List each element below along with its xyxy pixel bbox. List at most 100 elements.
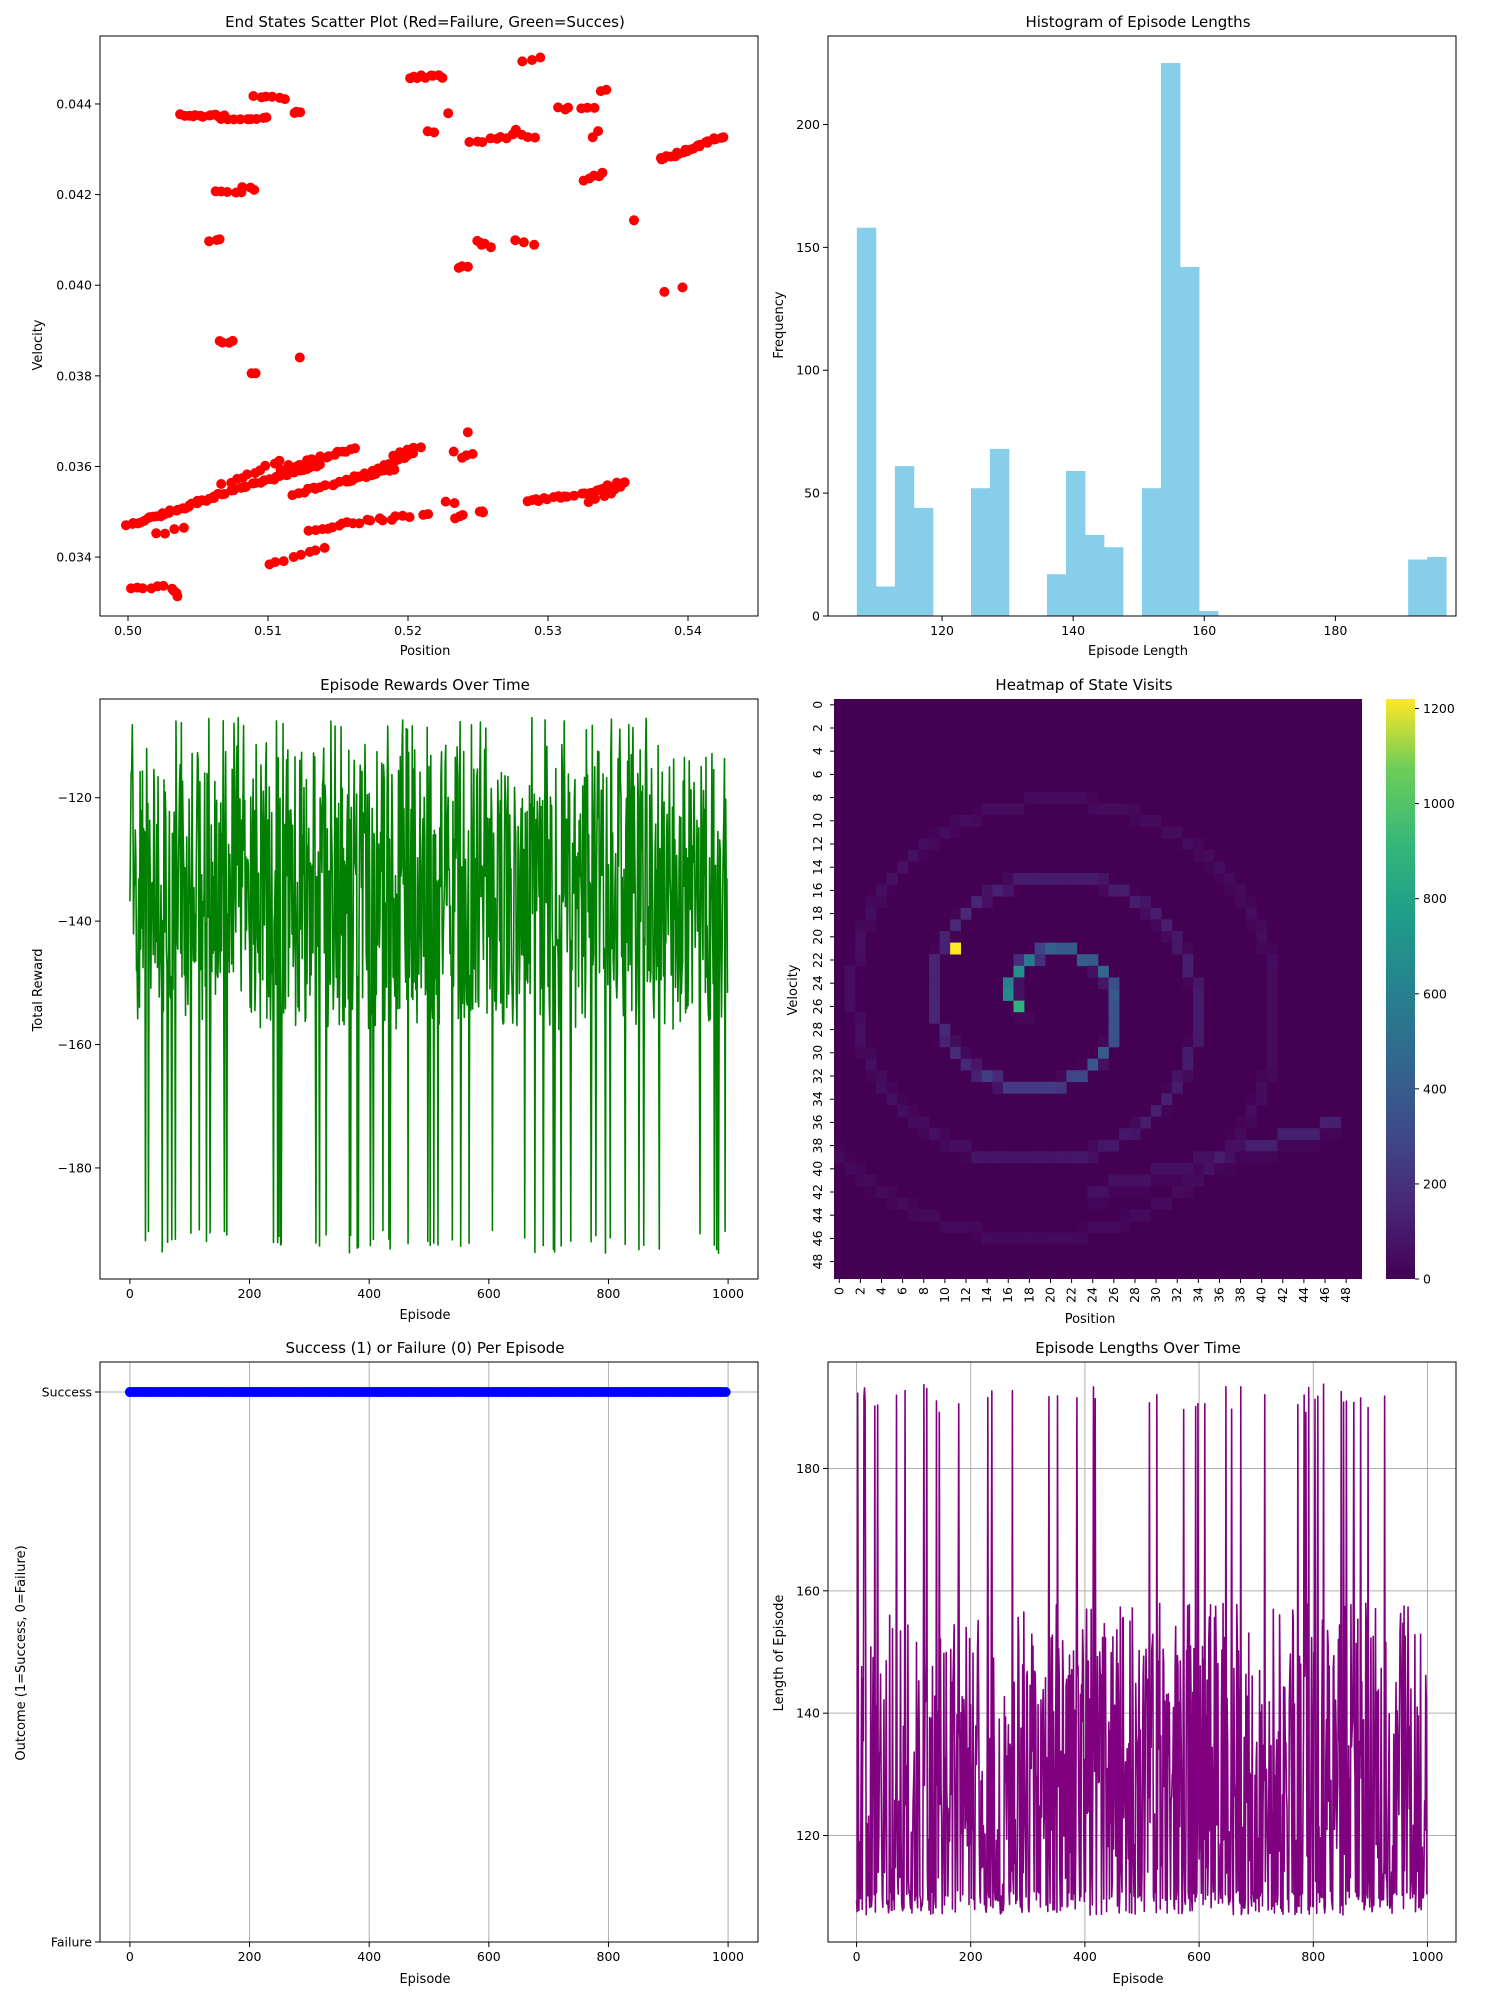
data-point: [563, 102, 574, 113]
heatmap-cell: [1150, 815, 1162, 827]
heatmap-cell: [1108, 1000, 1120, 1013]
heatmap-cell: [1119, 1221, 1130, 1233]
heatmap-cell: [1266, 1023, 1278, 1036]
heatmap-cell: [1066, 1070, 1078, 1083]
heatmap-cell: [1013, 954, 1025, 967]
heatmap-cell: [1245, 896, 1257, 909]
heatmap-cell: [1266, 942, 1278, 955]
heatmap-cell: [1266, 1139, 1278, 1152]
plot-frame: [99, 698, 759, 1280]
heatmap-cell: [1098, 1035, 1109, 1048]
heatmap-cell: [918, 1128, 930, 1141]
x-tick-label: 400: [1073, 1949, 1097, 1964]
x-tick-label: 34: [1190, 1287, 1205, 1303]
heatmap-cell: [1150, 1174, 1162, 1187]
y-tick-label: Success: [42, 1385, 92, 1400]
y-axis-label: Frequency: [772, 291, 787, 358]
heatmap-cell: [918, 849, 930, 862]
y-tick-label: 150: [796, 240, 820, 255]
heatmap-cell: [1119, 803, 1130, 816]
y-tick-label: 40: [810, 1161, 825, 1177]
heatmap-cell: [1087, 803, 1099, 816]
data-point: [275, 464, 286, 475]
data-point: [295, 107, 306, 118]
chart-title: Heatmap of State Visits: [995, 676, 1172, 694]
data-point: [169, 524, 180, 535]
data-point: [158, 580, 169, 591]
colorbar-tick-label: 0: [1423, 1272, 1431, 1287]
heatmap-cell: [865, 1070, 877, 1083]
data-point: [278, 556, 289, 567]
heatmap-cell: [1098, 1221, 1109, 1233]
heatmap-cell: [1171, 931, 1183, 943]
heatmap-cell: [1055, 942, 1067, 955]
heatmap-cell: [960, 1058, 972, 1071]
heatmap-cell: [1161, 826, 1173, 839]
x-tick-label: 400: [357, 1286, 381, 1301]
heatmap-cell: [886, 1197, 898, 1210]
y-tick-label: 0.044: [56, 96, 92, 111]
heatmap-cell: [1193, 1012, 1204, 1025]
y-tick-label: 34: [810, 1091, 825, 1107]
data-point: [464, 137, 475, 147]
data-point: [601, 84, 612, 95]
heatmap-cell: [1013, 1151, 1025, 1164]
heatmap-cell: [1129, 1128, 1141, 1141]
heatmap-cell: [1098, 1197, 1109, 1210]
heatmap-cell: [1224, 873, 1236, 885]
data-point: [535, 52, 546, 63]
heatmap-cell: [1087, 1058, 1099, 1071]
data-point: [359, 468, 370, 479]
heatmap-cell: [1256, 1139, 1268, 1152]
heatmap-cell: [1055, 791, 1067, 804]
chart-title: Episode Lengths Over Time: [1035, 1339, 1241, 1357]
data-point: [517, 56, 528, 67]
heatmap-cell: [950, 1139, 962, 1152]
y-tick-label: −140: [58, 914, 92, 929]
x-tick-label: 120: [930, 623, 954, 638]
heatmap-cell: [1171, 1186, 1183, 1199]
x-tick-label: 400: [357, 1949, 381, 1964]
heatmap-cell: [1002, 803, 1014, 816]
heatmap-cell: [1066, 942, 1078, 955]
heatmap-cell: [1002, 884, 1014, 897]
heatmap-cell: [876, 1081, 888, 1094]
heatmap-cell: [960, 815, 972, 827]
data-point: [137, 583, 148, 594]
heatmap-cell: [1235, 1151, 1247, 1164]
heatmap-cell: [1203, 1163, 1215, 1175]
x-tick-label: 0: [853, 1949, 861, 1964]
heatmap-cell: [1087, 873, 1099, 885]
data-point: [214, 234, 225, 245]
heatmap-cell: [1319, 1128, 1331, 1141]
heatmap-cell: [992, 1070, 1004, 1083]
data-point: [204, 236, 215, 247]
heatmap-cell: [1119, 1128, 1130, 1141]
heatmap-cell: [1266, 989, 1278, 1001]
heatmap-cell: [1256, 931, 1268, 943]
x-tick-label: 26: [1106, 1287, 1121, 1303]
histogram-bar: [875, 586, 896, 616]
heatmap-cell: [950, 1047, 962, 1059]
heatmap-cell: [929, 826, 940, 839]
heatmap-cell: [1224, 1163, 1236, 1175]
chart-title: End States Scatter Plot (Red=Failure, Gr…: [225, 13, 625, 31]
heatmap-cell: [1235, 1128, 1247, 1141]
heatmap-cell: [1161, 1093, 1173, 1106]
heatmap-cell: [1245, 1116, 1257, 1129]
heatmap-cell: [1266, 1012, 1278, 1025]
heatmap-cell: [929, 977, 940, 990]
heatmap-cell: [1266, 954, 1278, 967]
x-tick-label: 800: [1301, 1949, 1325, 1964]
heatmap-cell: [876, 896, 888, 909]
heatmap-cell: [1235, 896, 1247, 909]
heatmap-cell: [855, 1047, 866, 1059]
heatmap-cell: [855, 1035, 866, 1048]
x-tick-label: 8: [916, 1287, 931, 1295]
data-point: [720, 1387, 731, 1397]
heatmap-cell: [1119, 1174, 1130, 1187]
scatter-points: [120, 52, 729, 602]
heatmap-cell: [834, 1151, 845, 1164]
colorbar-tick-label: 800: [1423, 891, 1447, 906]
heatmap-cell: [1013, 977, 1025, 990]
